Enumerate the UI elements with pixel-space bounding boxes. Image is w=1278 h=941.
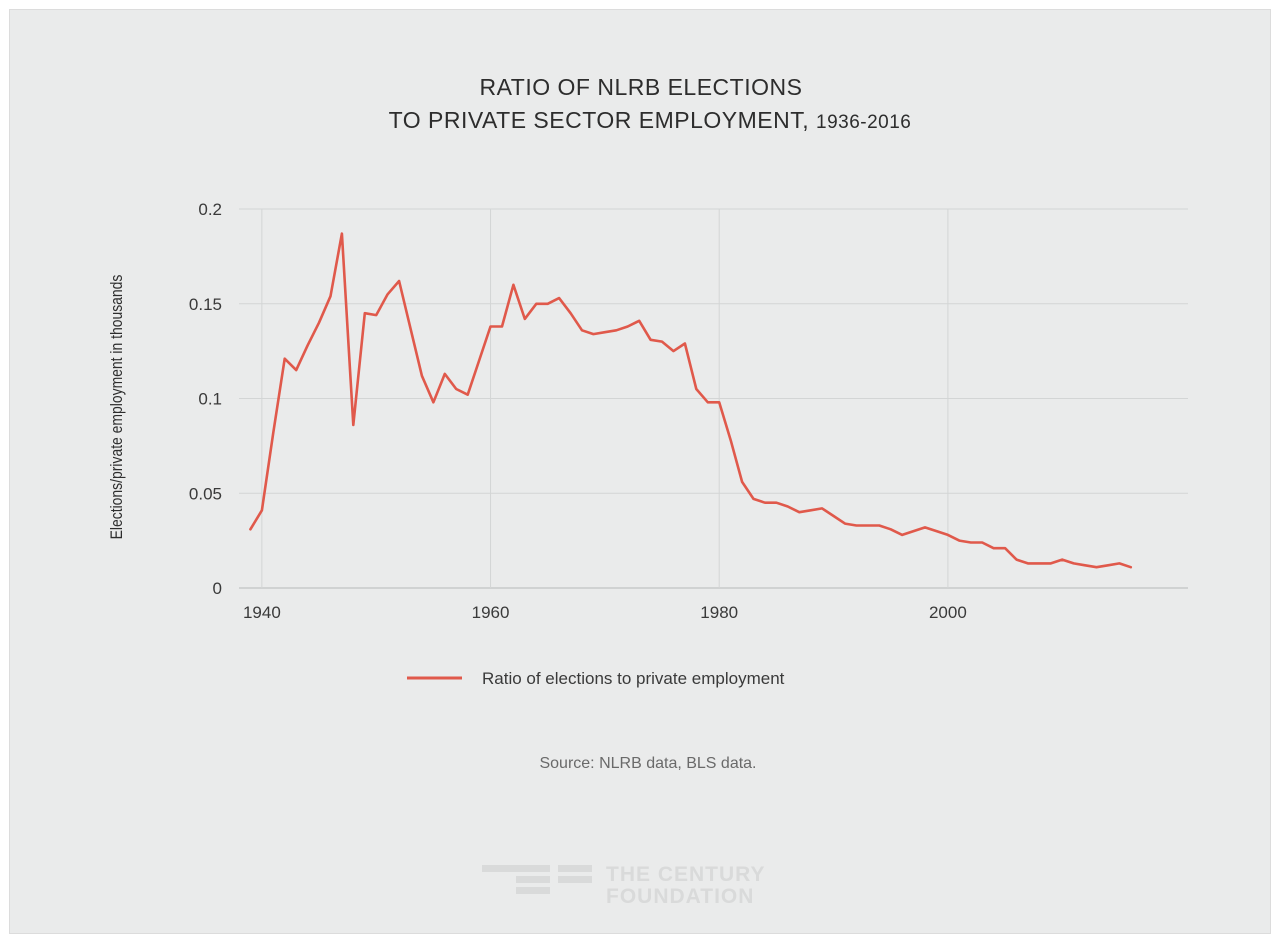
- chart-frame: RATIO OF NLRB ELECTIONS TO PRIVATE SECTO…: [9, 9, 1271, 934]
- y-tick-label: 0.1: [198, 390, 222, 409]
- legend: Ratio of elections to private employment: [407, 669, 785, 688]
- chart: RATIO OF NLRB ELECTIONS TO PRIVATE SECTO…: [108, 74, 1188, 908]
- x-tick-label: 1960: [472, 603, 510, 622]
- source-note: Source: NLRB data, BLS data.: [539, 755, 756, 772]
- y-ticks: 0 0.05 0.1 0.15 0.2: [189, 200, 222, 598]
- x-ticks: 1940 1960 1980 2000: [243, 603, 967, 622]
- y-tick-label: 0.15: [189, 295, 222, 314]
- legend-label: Ratio of elections to private employment: [482, 669, 785, 688]
- y-axis-label: Elections/private employment in thousand…: [108, 274, 127, 539]
- x-tick-label: 1940: [243, 603, 281, 622]
- x-tick-label: 2000: [929, 603, 967, 622]
- series-layer: [249, 232, 1133, 569]
- series-line: [249, 232, 1133, 569]
- y-tick-label: 0.2: [198, 200, 222, 219]
- logo: THE CENTURY FOUNDATION: [482, 863, 766, 908]
- x-tick-label: 1980: [700, 603, 738, 622]
- y-tick-label: 0: [213, 579, 222, 598]
- logo-line2: FOUNDATION: [606, 885, 754, 908]
- grid: [239, 208, 1188, 589]
- y-tick-label: 0.05: [189, 484, 222, 503]
- chart-title-line1: RATIO OF NLRB ELECTIONS: [480, 74, 803, 100]
- logo-line1: THE CENTURY: [606, 863, 766, 886]
- chart-title-line2: TO PRIVATE SECTOR EMPLOYMENT, 1936-2016: [389, 107, 912, 133]
